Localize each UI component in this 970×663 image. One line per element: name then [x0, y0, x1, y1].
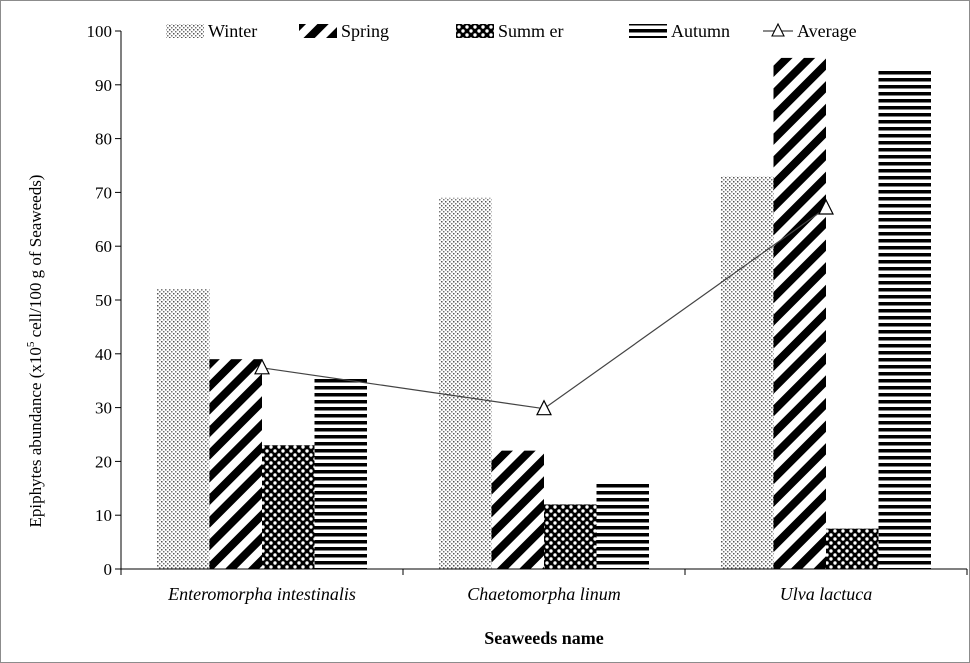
bar-spring-2: [773, 57, 826, 570]
legend-label: Average: [797, 21, 857, 41]
bar-autumn-0: [314, 378, 367, 569]
x-category-label: Enteromorpha intestinalis: [167, 584, 356, 604]
legend-swatch: [299, 24, 337, 38]
y-tick-label: 30: [95, 399, 112, 418]
legend-label: Spring: [341, 21, 389, 41]
x-axis-label: Seaweeds name: [484, 628, 604, 648]
legend-swatch: [166, 24, 204, 38]
bar-winter-2: [721, 176, 774, 569]
y-tick-label: 40: [95, 345, 112, 364]
y-axis-label: Epiphytes abundance (x105 cell/100 g of …: [25, 175, 45, 528]
y-tick-label: 80: [95, 130, 112, 149]
legend-label: Summ er: [498, 21, 564, 41]
y-axis-label-pre: Epiphytes abundance (x10: [26, 347, 45, 527]
y-tick-label: 100: [87, 22, 113, 41]
y-tick-label: 70: [95, 183, 112, 202]
bar-summer-0: [262, 445, 315, 569]
bar-summer-1: [544, 504, 597, 569]
y-tick-label: 60: [95, 237, 112, 256]
legend: Winter Spring Summ er Autumn Average: [166, 21, 857, 41]
legend-triangle-marker: [771, 22, 785, 37]
bars-group: [157, 57, 931, 570]
bar-spring-1: [491, 450, 544, 569]
bar-autumn-1: [596, 482, 649, 569]
legend-swatch: [629, 24, 667, 38]
y-tick-label: 50: [95, 291, 112, 310]
legend-label: Winter: [208, 21, 257, 41]
y-tick-label: 0: [104, 560, 113, 579]
legend-label: Autumn: [671, 21, 730, 41]
y-axis-label-sup: 5: [25, 341, 37, 347]
bar-winter-1: [439, 197, 492, 569]
y-tick-label: 20: [95, 452, 112, 471]
bar-autumn-2: [878, 68, 931, 569]
average-marker: [254, 358, 270, 375]
x-category-label: Ulva lactuca: [780, 584, 872, 604]
y-tick-label: 90: [95, 76, 112, 95]
average-marker: [536, 399, 552, 416]
legend-swatch: [456, 24, 494, 38]
axes-group: 0 10 20 30 40 50 60 70 80 90 100 Enteromorpha intes…: [87, 22, 968, 604]
average-marker: [818, 198, 834, 215]
x-category-label: Chaetomorpha linum: [467, 584, 621, 604]
y-tick-label: 10: [95, 506, 112, 525]
bar-spring-0: [209, 359, 262, 569]
bar-summer-2: [826, 528, 879, 569]
bar-winter-0: [157, 289, 210, 569]
y-axis-label-post: cell/100 g of Seaweeds): [26, 175, 45, 342]
average-line-group: [254, 198, 834, 416]
